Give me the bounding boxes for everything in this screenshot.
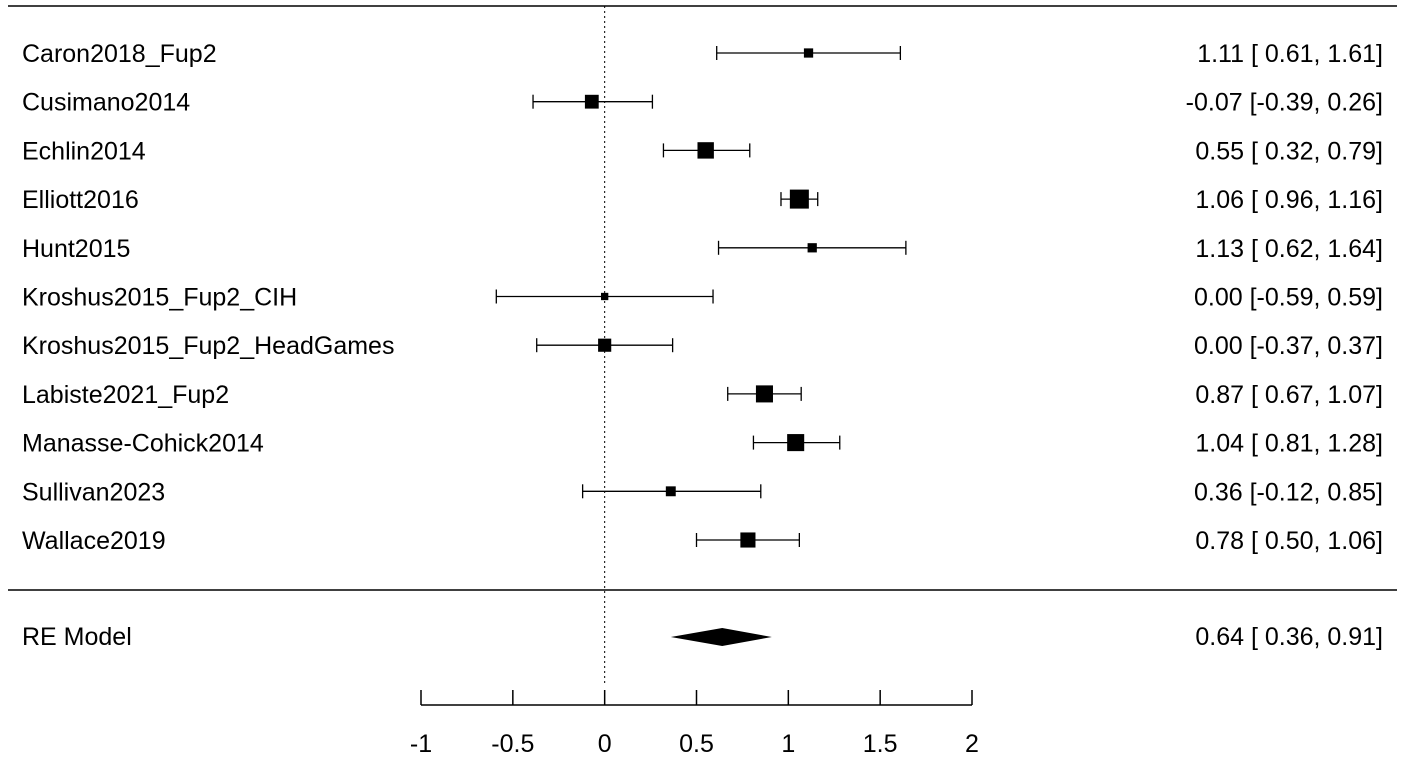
study-label: Kroshus2015_Fup2_CIH — [22, 284, 297, 312]
point-estimate — [755, 385, 773, 403]
point-estimate — [789, 189, 809, 209]
study-row: Caron2018_Fup2 1.11 [ 0.61, 1.61] — [22, 40, 1383, 68]
point-estimate — [803, 48, 814, 58]
point-estimate — [787, 434, 805, 452]
study-label: Caron2018_Fup2 — [22, 40, 217, 68]
study-label: Hunt2015 — [22, 235, 130, 263]
study-row: Wallace2019 0.78 [ 0.50, 1.06] — [22, 527, 1383, 555]
ci-text: 0.87 [ 0.67, 1.07] — [1195, 381, 1383, 409]
x-tick-label: 0 — [598, 730, 612, 758]
summary-diamond — [670, 628, 772, 646]
point-estimate — [740, 532, 756, 548]
summary-row: RE Model 0.64 [ 0.36, 0.91] — [22, 623, 1383, 651]
point-estimate — [807, 243, 817, 253]
summary-label: RE Model — [22, 623, 132, 651]
study-label: Manasse-Cohick2014 — [22, 430, 264, 458]
summary-ci-text: 0.64 [ 0.36, 0.91] — [1195, 623, 1383, 651]
study-label: Wallace2019 — [22, 527, 166, 555]
study-label: Labiste2021_Fup2 — [22, 381, 229, 409]
ci-text: 1.11 [ 0.61, 1.61] — [1197, 40, 1383, 68]
x-axis: -1 -0.5 0 0.5 1 1.5 2 — [410, 690, 979, 758]
x-tick-label: 2 — [965, 730, 979, 758]
ci-text: 0.36 [-0.12, 0.85] — [1194, 478, 1383, 506]
study-label: Kroshus2015_Fup2_HeadGames — [22, 332, 394, 360]
x-tick-label: -1 — [410, 730, 432, 758]
ci-text: 0.00 [-0.37, 0.37] — [1194, 332, 1383, 360]
study-row: Hunt2015 1.13 [ 0.62, 1.64] — [22, 235, 1383, 263]
point-estimate — [697, 142, 714, 159]
study-label: Elliott2016 — [22, 186, 139, 214]
study-label: Echlin2014 — [22, 137, 146, 165]
point-estimate — [584, 94, 599, 109]
x-tick-label: 0.5 — [679, 730, 714, 758]
study-row: Labiste2021_Fup2 0.87 [ 0.67, 1.07] — [22, 381, 1383, 409]
point-estimate — [598, 338, 612, 352]
x-tick-label: 1.5 — [863, 730, 898, 758]
ci-text: 0.55 [ 0.32, 0.79] — [1195, 137, 1383, 165]
ci-text: 1.04 [ 0.81, 1.28] — [1195, 430, 1383, 458]
ci-text: 0.78 [ 0.50, 1.06] — [1195, 527, 1383, 555]
ci-text: 1.06 [ 0.96, 1.16] — [1195, 186, 1383, 214]
study-label: Cusimano2014 — [22, 89, 190, 117]
study-row: Echlin2014 0.55 [ 0.32, 0.79] — [22, 137, 1383, 165]
study-row: Sullivan2023 0.36 [-0.12, 0.85] — [22, 478, 1383, 506]
x-tick-label: -0.5 — [491, 730, 534, 758]
x-tick-label: 1 — [781, 730, 795, 758]
study-label: Sullivan2023 — [22, 478, 165, 506]
study-rows: Caron2018_Fup2 1.11 [ 0.61, 1.61] Cusimano… — [22, 40, 1383, 555]
ci-text: 1.13 [ 0.62, 1.64] — [1195, 235, 1383, 263]
point-estimate — [601, 292, 609, 301]
study-row: Kroshus2015_Fup2_HeadGames 0.00 [-0.37, 0… — [22, 332, 1383, 360]
ci-text: -0.07 [-0.39, 0.26] — [1186, 89, 1383, 117]
study-row: Manasse-Cohick2014 1.04 [ 0.81, 1.28] — [22, 430, 1383, 458]
ci-text: 0.00 [-0.59, 0.59] — [1194, 284, 1383, 312]
study-row: Kroshus2015_Fup2_CIH 0.00 [-0.59, 0.59] — [22, 284, 1383, 312]
study-row: Cusimano2014 -0.07 [-0.39, 0.26] — [22, 89, 1383, 117]
study-row: Elliott2016 1.06 [ 0.96, 1.16] — [22, 186, 1383, 214]
point-estimate — [665, 486, 676, 497]
